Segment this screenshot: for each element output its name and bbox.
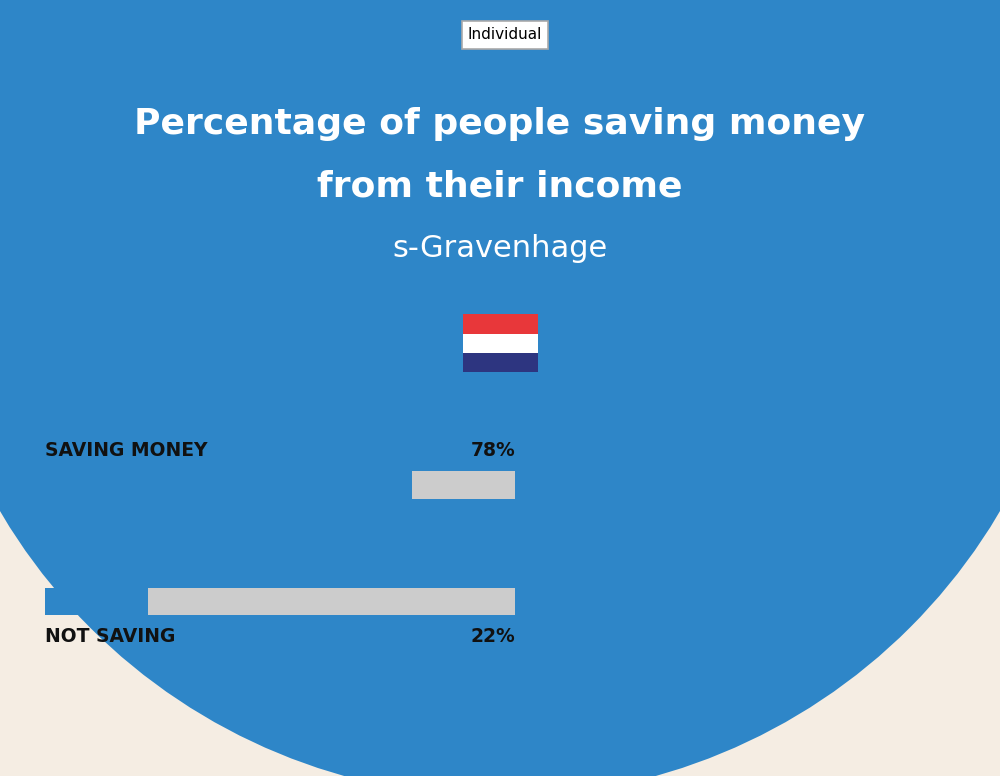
Text: NOT SAVING: NOT SAVING <box>45 627 175 646</box>
Text: 22%: 22% <box>470 627 515 646</box>
FancyBboxPatch shape <box>45 472 412 498</box>
FancyBboxPatch shape <box>45 588 148 615</box>
Text: from their income: from their income <box>317 169 683 203</box>
FancyBboxPatch shape <box>45 588 515 615</box>
Text: Percentage of people saving money: Percentage of people saving money <box>134 107 866 141</box>
FancyBboxPatch shape <box>45 472 515 498</box>
Text: 78%: 78% <box>470 441 515 459</box>
Text: SAVING MONEY: SAVING MONEY <box>45 441 208 459</box>
Text: s-Gravenhage: s-Gravenhage <box>392 234 608 263</box>
FancyBboxPatch shape <box>462 334 538 353</box>
Text: Individual: Individual <box>468 27 542 43</box>
FancyBboxPatch shape <box>462 353 538 372</box>
FancyBboxPatch shape <box>462 314 538 334</box>
